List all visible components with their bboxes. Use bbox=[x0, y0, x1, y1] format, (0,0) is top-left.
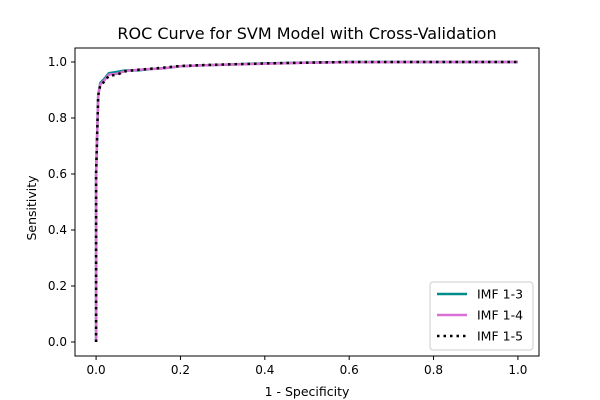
x-tick-label: 0.8 bbox=[424, 363, 443, 377]
legend: IMF 1-3 IMF 1-4 IMF 1-5 bbox=[429, 281, 534, 351]
x-tick-label: 0.6 bbox=[340, 363, 359, 377]
y-tick-label: 0.0 bbox=[48, 335, 67, 349]
legend-label-3: IMF 1-5 bbox=[477, 329, 523, 344]
y-tick-label: 0.8 bbox=[48, 111, 67, 125]
x-tick-label: 1.0 bbox=[508, 363, 527, 377]
x-tick-label: 0.0 bbox=[87, 363, 106, 377]
plot-frame bbox=[74, 47, 540, 357]
chart-title: ROC Curve for SVM Model with Cross-Valid… bbox=[117, 24, 496, 43]
legend-label-1: IMF 1-3 bbox=[477, 287, 523, 302]
legend-label-2: IMF 1-4 bbox=[477, 308, 523, 323]
x-axis-label: 1 - Specificity bbox=[265, 384, 350, 399]
x-tick-label: 0.2 bbox=[171, 363, 190, 377]
y-tick-label: 0.2 bbox=[48, 279, 67, 293]
y-tick-label: 0.6 bbox=[48, 167, 67, 181]
x-tick-label: 0.4 bbox=[255, 363, 274, 377]
axis-ticks: 0.0 0.2 0.4 0.6 0.8 1.0 0.0 0.2 0.4 0.6 0.8 1.0 bbox=[48, 55, 528, 377]
series-lines bbox=[94, 60, 518, 342]
y-axis-label: Sensitivity bbox=[24, 175, 39, 241]
legend-box bbox=[429, 281, 534, 351]
y-tick-label: 1.0 bbox=[48, 55, 67, 69]
y-tick-label: 0.4 bbox=[48, 223, 67, 237]
series-line-3 bbox=[94, 60, 518, 342]
